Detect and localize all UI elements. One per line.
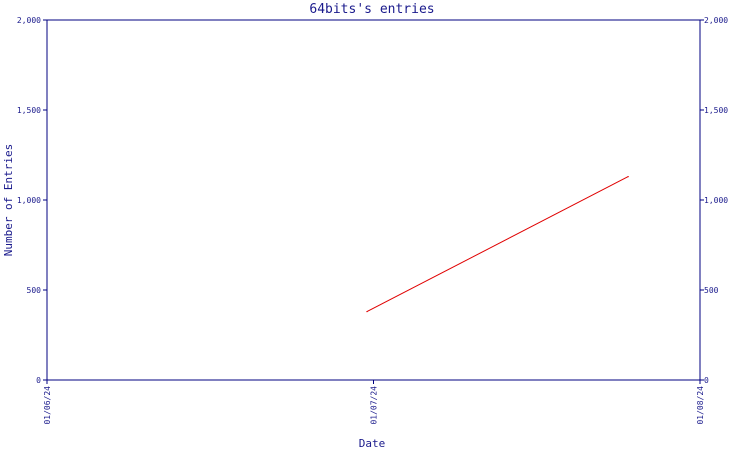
x-axis: 01/06/24 01/07/24 01/08/24 [43, 380, 705, 425]
y-tick-label-left: 2,000 [17, 16, 41, 25]
chart-title: 64bits's entries [309, 2, 434, 17]
y-tick-label-right: 1,000 [704, 196, 728, 205]
y-axis-left: 0 500 1,000 1,500 2,000 [17, 16, 47, 385]
y-tick-label-right: 0 [704, 376, 709, 385]
y-tick-label-right: 2,000 [704, 16, 728, 25]
x-axis-label: Date [359, 437, 386, 450]
y-tick-label-left: 1,000 [17, 196, 41, 205]
plot-frame [46, 19, 701, 381]
y-tick-label-right: 1,500 [704, 106, 728, 115]
y-tick-label-left: 1,500 [17, 106, 41, 115]
series-layer [366, 176, 629, 313]
data-point [627, 176, 629, 178]
series-line [366, 176, 629, 313]
y-tick-label-right: 500 [704, 286, 719, 295]
x-tick-label: 01/06/24 [43, 386, 52, 425]
y-axis-right: 0 500 1,000 1,500 2,000 [700, 16, 728, 385]
x-tick-label: 01/08/24 [696, 386, 705, 425]
x-tick-label: 01/07/24 [370, 386, 379, 425]
data-point [366, 311, 368, 313]
y-tick-label-left: 500 [27, 286, 42, 295]
y-tick-label-left: 0 [36, 376, 41, 385]
y-axis-label: Number of Entries [2, 144, 15, 257]
